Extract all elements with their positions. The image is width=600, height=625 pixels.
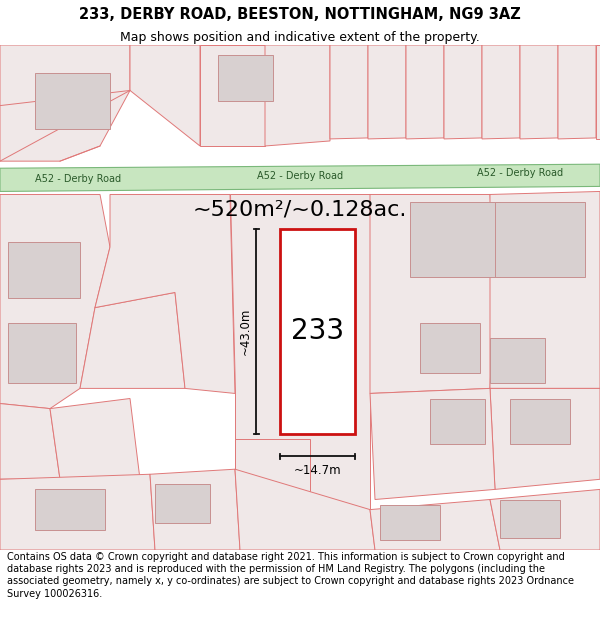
Text: ~43.0m: ~43.0m: [239, 308, 251, 355]
Polygon shape: [200, 45, 265, 146]
Polygon shape: [444, 45, 482, 139]
Text: 233: 233: [291, 318, 344, 346]
Text: A52 - Derby Road: A52 - Derby Road: [257, 171, 343, 181]
Polygon shape: [150, 469, 240, 550]
Polygon shape: [520, 45, 558, 139]
Polygon shape: [596, 45, 600, 139]
Text: ~520m²/~0.128ac.: ~520m²/~0.128ac.: [193, 199, 407, 219]
Polygon shape: [0, 404, 60, 479]
Polygon shape: [50, 399, 140, 479]
Polygon shape: [368, 45, 406, 139]
Polygon shape: [406, 45, 444, 139]
Polygon shape: [330, 45, 368, 139]
Text: Map shows position and indicative extent of the property.: Map shows position and indicative extent…: [120, 31, 480, 44]
Polygon shape: [0, 479, 70, 550]
Bar: [8, 322, 76, 383]
Bar: [380, 504, 440, 540]
Text: A52 - Derby Road: A52 - Derby Road: [477, 168, 563, 178]
Bar: [410, 201, 500, 278]
Text: Contains OS data © Crown copyright and database right 2021. This information is : Contains OS data © Crown copyright and d…: [7, 551, 574, 599]
Polygon shape: [0, 194, 110, 409]
Bar: [420, 322, 480, 373]
Bar: [35, 489, 105, 530]
Bar: [8, 242, 80, 298]
Polygon shape: [80, 292, 185, 388]
Polygon shape: [235, 469, 375, 550]
Polygon shape: [370, 388, 495, 499]
Polygon shape: [0, 474, 155, 550]
Polygon shape: [0, 164, 600, 191]
Bar: [510, 399, 570, 444]
Polygon shape: [130, 45, 200, 146]
Polygon shape: [235, 439, 310, 509]
Polygon shape: [265, 45, 330, 146]
Bar: [280, 229, 355, 434]
Polygon shape: [370, 499, 500, 550]
Polygon shape: [95, 194, 235, 394]
Bar: [155, 484, 210, 522]
Polygon shape: [482, 45, 520, 139]
Bar: [35, 73, 110, 129]
Polygon shape: [0, 45, 130, 161]
Text: A52 - Derby Road: A52 - Derby Road: [35, 174, 121, 184]
Bar: [495, 201, 585, 278]
Polygon shape: [490, 388, 600, 489]
Polygon shape: [490, 191, 600, 388]
Polygon shape: [60, 479, 150, 550]
Bar: [218, 55, 273, 101]
Polygon shape: [230, 194, 370, 509]
Polygon shape: [558, 45, 596, 139]
Bar: [430, 399, 485, 444]
Bar: [490, 338, 545, 383]
Polygon shape: [370, 194, 495, 394]
Text: ~14.7m: ~14.7m: [293, 464, 341, 477]
Bar: [500, 499, 560, 538]
Polygon shape: [490, 489, 600, 550]
Text: 233, DERBY ROAD, BEESTON, NOTTINGHAM, NG9 3AZ: 233, DERBY ROAD, BEESTON, NOTTINGHAM, NG…: [79, 7, 521, 22]
